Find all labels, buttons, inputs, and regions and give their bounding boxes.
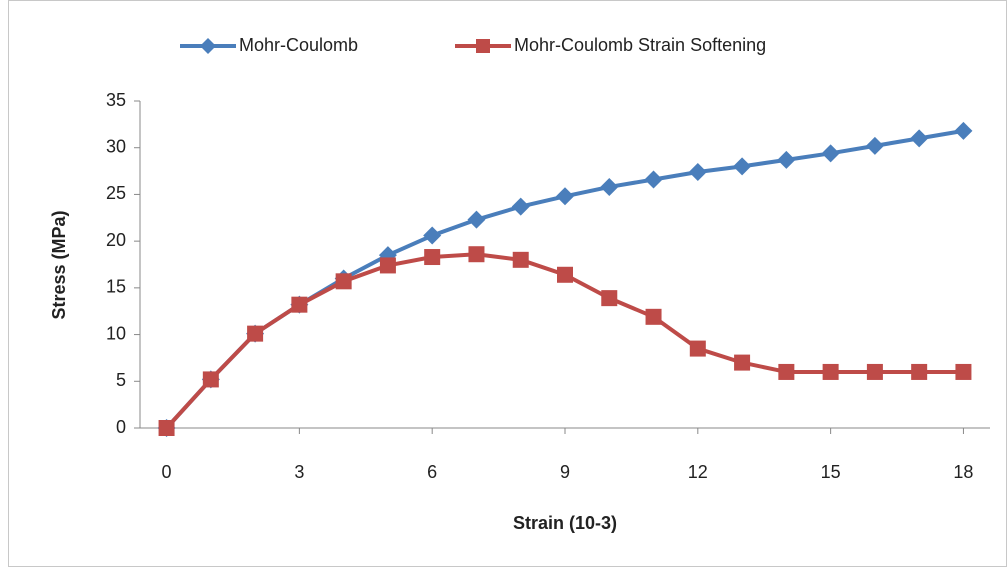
marker xyxy=(778,363,795,380)
marker xyxy=(865,136,884,155)
marker xyxy=(866,363,883,380)
marker xyxy=(645,308,662,325)
marker xyxy=(734,354,751,371)
y-axis-title: Stress (MPa) xyxy=(49,210,69,319)
marker xyxy=(644,170,663,189)
marker xyxy=(202,371,219,388)
marker xyxy=(688,163,707,182)
marker xyxy=(158,420,175,436)
x-axis-title: Strain (10-3) xyxy=(513,513,617,533)
chart-frame xyxy=(8,0,1007,567)
y-tick-label: 10 xyxy=(106,323,126,343)
x-tick-label: 3 xyxy=(294,462,304,482)
marker xyxy=(379,257,396,274)
marker xyxy=(424,249,441,266)
marker xyxy=(911,363,928,380)
y-tick-label: 15 xyxy=(106,277,126,297)
marker xyxy=(910,129,929,148)
x-tick-label: 0 xyxy=(162,462,172,482)
marker xyxy=(777,150,796,169)
marker xyxy=(291,296,308,313)
legend-marker xyxy=(200,38,216,54)
marker xyxy=(423,226,442,245)
x-tick-label: 18 xyxy=(953,462,973,482)
y-tick-label: 0 xyxy=(116,417,126,437)
legend-label: Mohr-Coulomb Strain Softening xyxy=(514,35,766,55)
x-tick-label: 6 xyxy=(427,462,437,482)
marker xyxy=(467,210,486,229)
marker xyxy=(601,290,618,307)
marker xyxy=(954,121,973,140)
marker xyxy=(511,197,530,216)
marker xyxy=(557,266,573,283)
x-tick-label: 12 xyxy=(688,462,708,482)
marker xyxy=(955,363,972,380)
marker xyxy=(556,187,574,206)
marker xyxy=(247,325,264,342)
legend-label: Mohr-Coulomb xyxy=(239,35,358,55)
y-tick-label: 5 xyxy=(116,370,126,390)
marker xyxy=(733,157,752,176)
y-tick-label: 30 xyxy=(106,136,126,156)
marker xyxy=(512,251,529,268)
y-tick-label: 35 xyxy=(106,90,126,110)
x-tick-label: 9 xyxy=(560,462,570,482)
marker xyxy=(335,273,352,290)
marker xyxy=(468,246,485,263)
y-tick-label: 25 xyxy=(106,183,126,203)
marker xyxy=(821,144,840,163)
marker xyxy=(689,340,706,357)
y-tick-label: 20 xyxy=(106,230,126,250)
x-tick-label: 15 xyxy=(821,462,841,482)
marker xyxy=(600,177,619,196)
marker xyxy=(822,363,839,380)
legend-marker xyxy=(476,39,490,53)
